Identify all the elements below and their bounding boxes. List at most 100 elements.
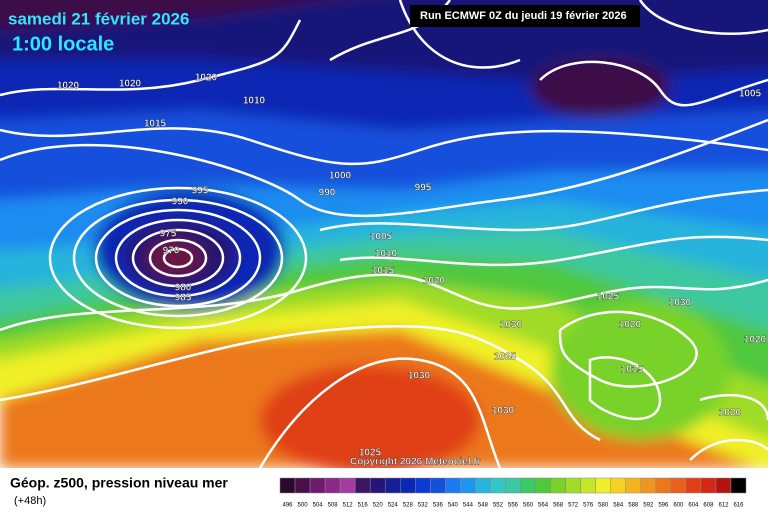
isobar — [0, 273, 768, 332]
isobar — [148, 238, 208, 278]
isobar — [114, 218, 242, 298]
scale-swatch — [354, 477, 371, 494]
scale-swatch — [294, 477, 311, 494]
scale-swatch — [700, 477, 717, 494]
scale-label: 576 — [583, 503, 594, 509]
scale-swatch — [430, 477, 446, 494]
isobar-label: 1005 — [370, 232, 393, 243]
isobar-label: 1020 — [744, 335, 767, 346]
scale-swatch — [730, 477, 747, 494]
scale-label: 600 — [673, 503, 684, 509]
isobar-label: 1000 — [329, 171, 352, 182]
scale-swatch — [550, 477, 566, 494]
isobar-label: 1015 — [621, 365, 644, 376]
lead-time: (+48h) — [14, 495, 46, 507]
isobar-label: 1025 — [597, 292, 620, 303]
scale-label: 524 — [388, 503, 399, 509]
scale-label: 596 — [658, 503, 669, 509]
scale-label: 516 — [358, 503, 369, 509]
isobar — [0, 127, 768, 166]
isobar-label: 985 — [175, 293, 192, 304]
isobar-label: 990 — [319, 188, 336, 199]
isobar-label: 995 — [415, 183, 432, 194]
isobar-label: 1010 — [375, 249, 398, 260]
isobar — [131, 228, 225, 288]
isobar — [398, 0, 768, 107]
isobar — [0, 325, 601, 442]
run-info: Run ECMWF 0Z du jeudi 19 février 2026 — [420, 10, 627, 22]
isobar-label: 1030 — [408, 371, 431, 382]
scale-swatch — [369, 477, 386, 494]
scale-label: 528 — [403, 503, 414, 509]
scale-swatch — [475, 477, 491, 494]
scale-swatch — [505, 477, 521, 494]
forecast-time: 1:00 locale — [12, 33, 114, 55]
isobar-label: 1020 — [619, 320, 642, 331]
isobar-label: 1020 — [719, 408, 742, 419]
scale-label: 616 — [733, 503, 744, 509]
scale-label: 548 — [478, 503, 489, 509]
east-trough — [530, 58, 670, 118]
isobar — [48, 186, 308, 330]
scale-label: 512 — [343, 503, 354, 509]
isobar-label: 980 — [175, 283, 192, 294]
scale-swatch — [715, 477, 732, 494]
isobar — [339, 235, 768, 267]
scale-swatch — [400, 477, 416, 494]
isobar-label: 1030 — [669, 298, 692, 309]
scale-swatch — [565, 477, 581, 494]
isobar-label: 1030 — [492, 406, 515, 417]
scale-swatch — [670, 477, 687, 494]
scale-swatch — [520, 477, 536, 494]
isobar-label: 1005 — [739, 89, 762, 100]
scale-swatch — [279, 477, 296, 494]
scale-swatch — [640, 477, 657, 494]
legend-bar: Géop. z500, pression niveau mer (+48h) 4… — [10, 475, 747, 509]
isobar-label: 1030 — [500, 320, 523, 331]
isobar — [558, 310, 698, 388]
scale-label: 572 — [568, 503, 579, 509]
scale-label: 520 — [373, 503, 384, 509]
run-box — [410, 5, 640, 27]
scale-label: 532 — [418, 503, 429, 509]
scale-swatch — [324, 477, 341, 494]
forecast-date: samedi 21 février 2026 — [8, 9, 189, 28]
copyright: Copyright 2026 Meteociel.fr — [350, 457, 481, 468]
scale-swatch — [460, 477, 476, 494]
scale-swatch — [445, 477, 461, 494]
ridge-core — [260, 365, 480, 468]
scale-swatch — [595, 477, 611, 494]
isobar-label: 1020 — [195, 73, 218, 84]
scale-swatch — [490, 477, 506, 494]
scale-label: 552 — [493, 503, 504, 509]
scale-label: 592 — [643, 503, 654, 509]
isobar — [588, 356, 662, 421]
isobar-labels: 1020 102010201010101599599097597098098510… — [57, 72, 767, 458]
scale-label: 508 — [328, 503, 339, 509]
isobars — [0, 0, 768, 468]
isobar — [258, 357, 502, 468]
isobar-label: 1020 — [423, 276, 446, 287]
scale-swatch — [580, 477, 596, 494]
isobar-label: 990 — [172, 197, 189, 208]
scale-swatch — [415, 477, 431, 494]
scale-label: 584 — [613, 503, 624, 509]
scale-label: 604 — [688, 503, 699, 509]
scale-label: 608 — [703, 503, 714, 509]
scale-swatch — [685, 477, 702, 494]
scale-swatch — [655, 477, 672, 494]
isobar — [162, 247, 194, 269]
isobar — [319, 188, 768, 232]
isobar-label: 1015 — [144, 119, 167, 130]
isobar-label: 975 — [160, 229, 177, 240]
isobar-label: 1015 — [372, 266, 395, 277]
isobar-label: 1020 — [119, 79, 142, 90]
scale-label: 544 — [463, 503, 474, 509]
scale-label: 500 — [298, 503, 309, 509]
scale-label: 564 — [538, 503, 549, 509]
scale-swatch — [610, 477, 626, 494]
scale-swatch — [309, 477, 326, 494]
isobar — [689, 393, 768, 461]
field-band — [0, 0, 329, 30]
